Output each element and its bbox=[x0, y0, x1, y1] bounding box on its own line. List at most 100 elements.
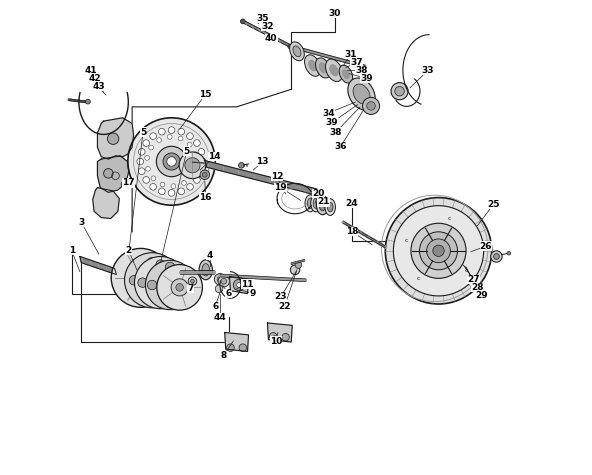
Text: 22: 22 bbox=[278, 302, 291, 311]
Circle shape bbox=[138, 278, 147, 287]
Circle shape bbox=[295, 262, 302, 268]
Circle shape bbox=[198, 168, 205, 174]
Text: c: c bbox=[417, 276, 420, 281]
Circle shape bbox=[137, 158, 143, 165]
Circle shape bbox=[221, 278, 227, 284]
Circle shape bbox=[393, 206, 484, 296]
Circle shape bbox=[491, 251, 502, 262]
Polygon shape bbox=[98, 118, 134, 159]
Text: c: c bbox=[464, 268, 468, 274]
Circle shape bbox=[104, 169, 113, 178]
Text: 11: 11 bbox=[242, 280, 254, 288]
Text: 30: 30 bbox=[329, 9, 341, 18]
Circle shape bbox=[167, 157, 176, 166]
Text: 37: 37 bbox=[350, 58, 363, 67]
Circle shape bbox=[184, 280, 193, 290]
Circle shape bbox=[176, 284, 184, 291]
Ellipse shape bbox=[313, 198, 319, 209]
Circle shape bbox=[240, 19, 245, 24]
Ellipse shape bbox=[319, 200, 326, 211]
Text: 1: 1 bbox=[69, 247, 75, 255]
Circle shape bbox=[165, 276, 175, 285]
Circle shape bbox=[178, 188, 185, 195]
Ellipse shape bbox=[316, 58, 330, 78]
Circle shape bbox=[186, 133, 194, 140]
Text: 25: 25 bbox=[487, 200, 500, 209]
Ellipse shape bbox=[339, 65, 353, 83]
Text: 38: 38 bbox=[355, 66, 368, 75]
Circle shape bbox=[239, 162, 244, 168]
Text: 20: 20 bbox=[313, 190, 325, 198]
Circle shape bbox=[507, 251, 511, 255]
Circle shape bbox=[168, 134, 172, 139]
Circle shape bbox=[163, 153, 180, 170]
Text: 17: 17 bbox=[123, 179, 135, 187]
Polygon shape bbox=[225, 332, 249, 352]
Circle shape bbox=[124, 253, 179, 308]
Text: 34: 34 bbox=[322, 109, 334, 117]
Text: 32: 32 bbox=[261, 22, 274, 30]
Ellipse shape bbox=[348, 78, 375, 110]
Text: 36: 36 bbox=[334, 142, 347, 151]
Text: 26: 26 bbox=[480, 242, 493, 250]
Circle shape bbox=[194, 140, 200, 146]
Circle shape bbox=[121, 181, 127, 187]
Circle shape bbox=[178, 128, 185, 135]
Text: 5: 5 bbox=[184, 147, 190, 155]
Circle shape bbox=[194, 163, 198, 168]
Circle shape bbox=[151, 176, 156, 180]
Text: 33: 33 bbox=[422, 66, 435, 75]
Text: 39: 39 bbox=[360, 74, 372, 83]
Circle shape bbox=[367, 102, 375, 110]
Text: 16: 16 bbox=[200, 193, 212, 201]
Circle shape bbox=[159, 188, 165, 195]
Text: 19: 19 bbox=[275, 183, 287, 192]
Text: 21: 21 bbox=[317, 198, 330, 206]
Text: 23: 23 bbox=[275, 293, 287, 301]
Text: 4: 4 bbox=[207, 251, 213, 260]
Text: 42: 42 bbox=[88, 74, 101, 83]
Circle shape bbox=[233, 279, 244, 291]
Circle shape bbox=[189, 173, 194, 178]
Circle shape bbox=[185, 158, 200, 173]
Circle shape bbox=[269, 332, 277, 340]
Circle shape bbox=[150, 133, 156, 140]
Circle shape bbox=[111, 248, 170, 307]
Circle shape bbox=[420, 232, 458, 270]
Circle shape bbox=[187, 142, 192, 147]
Ellipse shape bbox=[202, 264, 210, 276]
Ellipse shape bbox=[307, 198, 313, 209]
Circle shape bbox=[168, 190, 175, 196]
Circle shape bbox=[146, 166, 150, 171]
Text: 12: 12 bbox=[271, 172, 283, 181]
Circle shape bbox=[194, 177, 200, 183]
Circle shape bbox=[179, 152, 206, 179]
Circle shape bbox=[159, 128, 165, 135]
Circle shape bbox=[168, 127, 175, 133]
Polygon shape bbox=[98, 156, 129, 192]
Circle shape bbox=[282, 333, 289, 341]
Circle shape bbox=[144, 273, 160, 288]
Circle shape bbox=[129, 276, 139, 285]
Circle shape bbox=[128, 118, 215, 205]
Circle shape bbox=[153, 275, 168, 290]
Text: 6: 6 bbox=[226, 289, 231, 298]
Ellipse shape bbox=[289, 42, 304, 61]
Circle shape bbox=[191, 279, 194, 283]
Circle shape bbox=[130, 267, 151, 288]
Circle shape bbox=[107, 133, 119, 144]
Circle shape bbox=[147, 280, 157, 290]
Ellipse shape bbox=[319, 63, 327, 73]
Text: 7: 7 bbox=[187, 285, 194, 293]
Circle shape bbox=[186, 183, 194, 190]
Circle shape bbox=[86, 99, 91, 104]
Circle shape bbox=[427, 239, 451, 263]
Text: 15: 15 bbox=[200, 90, 212, 98]
Circle shape bbox=[214, 274, 226, 285]
Circle shape bbox=[150, 183, 156, 190]
Circle shape bbox=[174, 278, 184, 287]
Circle shape bbox=[227, 344, 234, 352]
Ellipse shape bbox=[293, 46, 301, 57]
Text: 29: 29 bbox=[475, 291, 488, 300]
Circle shape bbox=[147, 294, 157, 303]
